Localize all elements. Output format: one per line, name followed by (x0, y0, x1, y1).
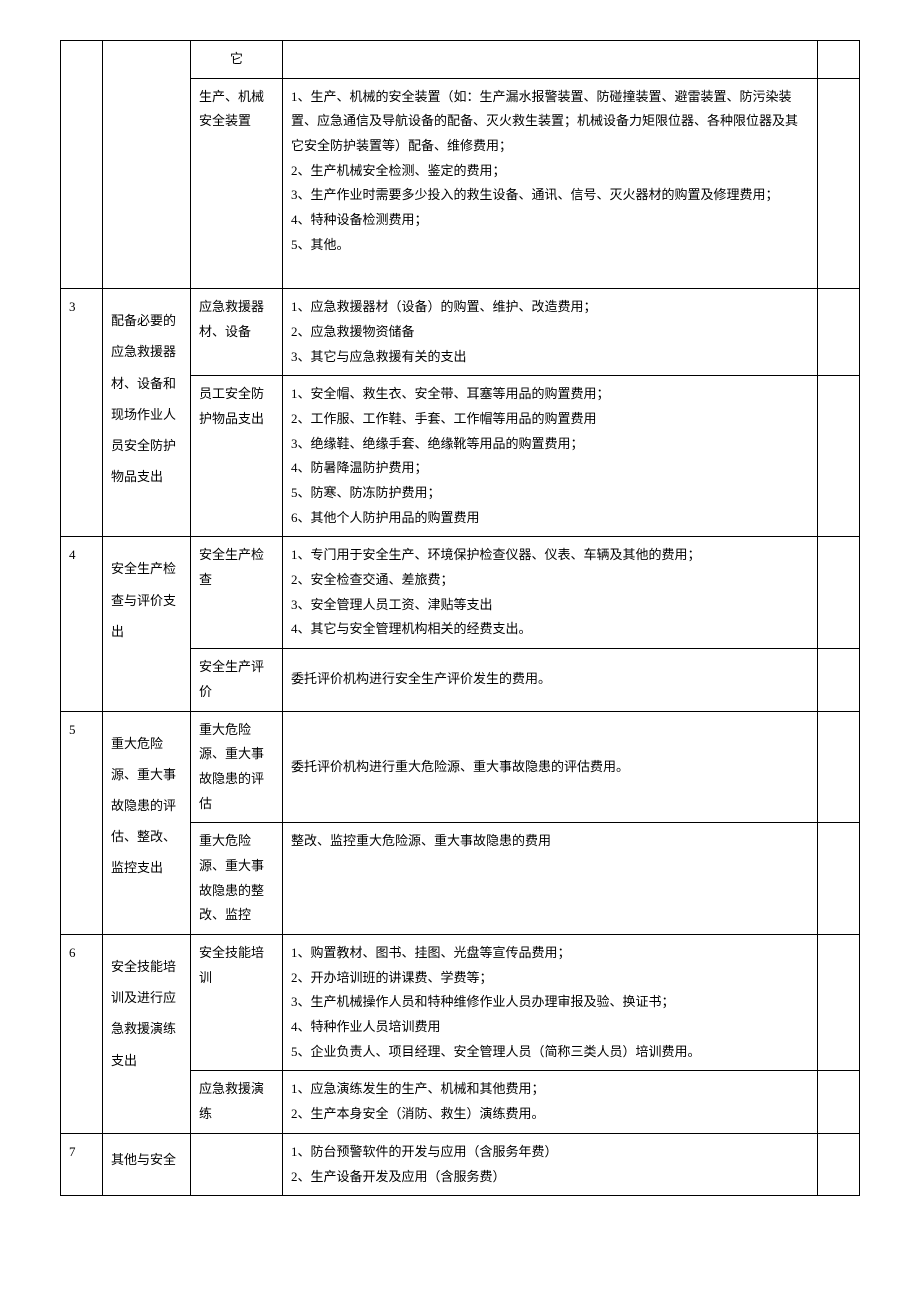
cell-remark (818, 823, 860, 935)
table-row: 6 安全技能培训及进行应急救援演练支出 安全技能培训 1、购置教材、图书、挂图、… (61, 935, 860, 1071)
cell-subcat: 生产、机械安全装置 (191, 78, 283, 289)
cell-remark (818, 935, 860, 1071)
cell-category: 配备必要的应急救援器材、设备和现场作业人员安全防护物品支出 (103, 289, 191, 537)
cell-subcat: 安全生产评价 (191, 649, 283, 711)
cell-detail: 1、购置教材、图书、挂图、光盘等宣传品费用；2、开办培训班的讲课费、学费等；3、… (283, 935, 818, 1071)
cell-remark (818, 41, 860, 79)
cell-remark (818, 78, 860, 289)
cell-subcat: 员工安全防护物品支出 (191, 376, 283, 537)
cell-detail: 1、生产、机械的安全装置（如：生产漏水报警装置、防碰撞装置、避雷装置、防污染装置… (283, 78, 818, 289)
cell-remark (818, 1133, 860, 1195)
cell-category: 安全技能培训及进行应急救援演练支出 (103, 935, 191, 1134)
cell-subcat: 它 (191, 41, 283, 79)
cell-detail (283, 41, 818, 79)
cell-category (103, 41, 191, 289)
table-row: 5 重大危险源、重大事故隐患的评估、整改、监控支出 重大危险源、重大事故隐患的评… (61, 711, 860, 823)
cell-subcat: 重大危险源、重大事故隐患的评估 (191, 711, 283, 823)
table-row: 3 配备必要的应急救援器材、设备和现场作业人员安全防护物品支出 应急救援器材、设… (61, 289, 860, 376)
cell-subcat: 安全技能培训 (191, 935, 283, 1071)
cell-num: 4 (61, 537, 103, 711)
cell-subcat: 应急救援演练 (191, 1071, 283, 1133)
cell-category: 其他与安全 (103, 1133, 191, 1195)
table-row: 4 安全生产检查与评价支出 安全生产检查 1、专门用于安全生产、环境保护检查仪器… (61, 537, 860, 649)
cell-detail: 1、专门用于安全生产、环境保护检查仪器、仪表、车辆及其他的费用；2、安全检查交通… (283, 537, 818, 649)
cell-num: 3 (61, 289, 103, 537)
cell-num (61, 41, 103, 289)
cell-subcat: 应急救援器材、设备 (191, 289, 283, 376)
cell-category: 重大危险源、重大事故隐患的评估、整改、监控支出 (103, 711, 191, 935)
cell-remark (818, 1071, 860, 1133)
cell-category: 安全生产检查与评价支出 (103, 537, 191, 711)
cell-detail: 委托评价机构进行重大危险源、重大事故隐患的评估费用。 (283, 711, 818, 823)
cell-detail: 1、应急救援器材（设备）的购置、维护、改造费用；2、应急救援物资储备3、其它与应… (283, 289, 818, 376)
cell-detail: 1、安全帽、救生衣、安全带、耳塞等用品的购置费用；2、工作服、工作鞋、手套、工作… (283, 376, 818, 537)
cell-subcat: 安全生产检查 (191, 537, 283, 649)
cell-subcat: 重大危险源、重大事故隐患的整改、监控 (191, 823, 283, 935)
cell-detail: 委托评价机构进行安全生产评价发生的费用。 (283, 649, 818, 711)
cell-remark (818, 537, 860, 649)
cell-num: 7 (61, 1133, 103, 1195)
cell-num: 6 (61, 935, 103, 1134)
cell-num: 5 (61, 711, 103, 935)
cell-detail: 1、应急演练发生的生产、机械和其他费用；2、生产本身安全（消防、救生）演练费用。 (283, 1071, 818, 1133)
table-row: 7 其他与安全 1、防台预警软件的开发与应用（含服务年费）2、生产设备开发及应用… (61, 1133, 860, 1195)
cell-remark (818, 376, 860, 537)
cell-remark (818, 711, 860, 823)
table-row: 它 (61, 41, 860, 79)
cell-remark (818, 649, 860, 711)
cell-detail: 整改、监控重大危险源、重大事故隐患的费用 (283, 823, 818, 935)
cell-detail: 1、防台预警软件的开发与应用（含服务年费）2、生产设备开发及应用（含服务费） (283, 1133, 818, 1195)
expense-table: 它 生产、机械安全装置 1、生产、机械的安全装置（如：生产漏水报警装置、防碰撞装… (60, 40, 860, 1196)
cell-remark (818, 289, 860, 376)
cell-subcat (191, 1133, 283, 1195)
